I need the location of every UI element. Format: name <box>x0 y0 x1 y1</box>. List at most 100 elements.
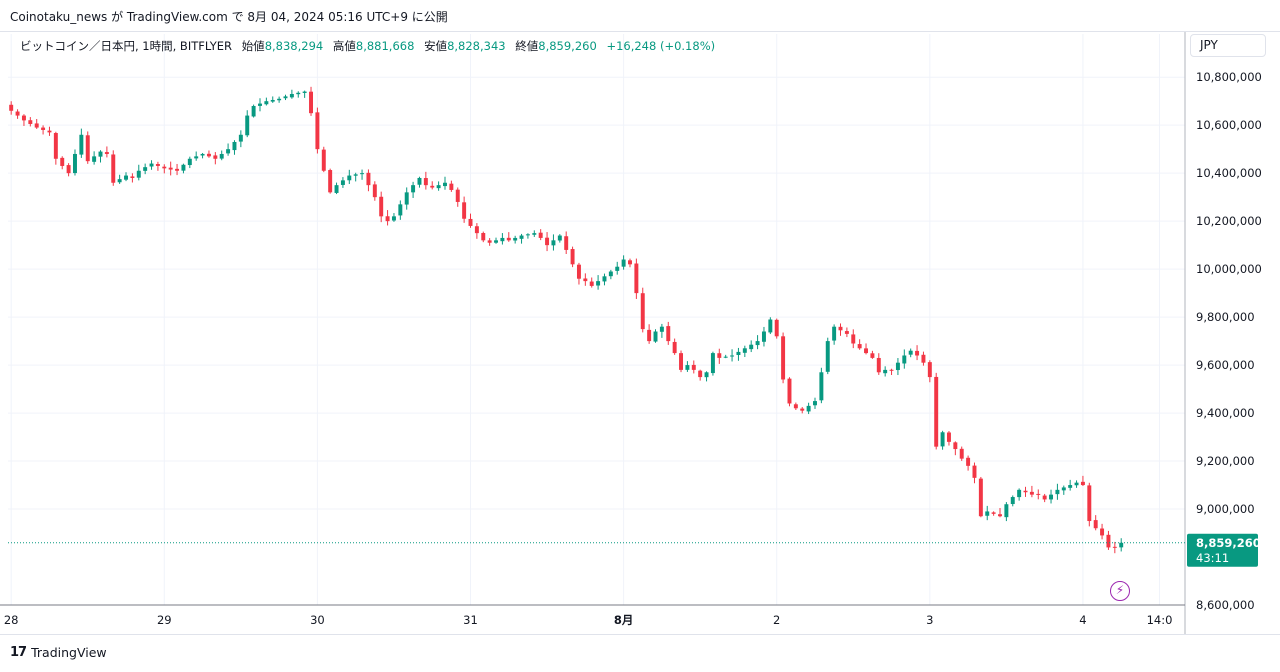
candle-body <box>340 180 345 185</box>
candle-body <box>902 355 907 364</box>
candle-body <box>474 226 479 234</box>
published-info: Coinotaku_news が TradingView.com で 8月 04… <box>10 10 448 24</box>
candle-body <box>328 170 333 193</box>
currency-button[interactable]: JPY <box>1190 34 1266 57</box>
price-tick-label: 10,400,000 <box>1196 166 1262 180</box>
tradingview-logo-icon: 17 <box>10 645 27 660</box>
candle-body <box>379 196 384 217</box>
lightning-icon[interactable]: ⚡ <box>1110 581 1130 601</box>
price-tick-label: 9,600,000 <box>1196 358 1255 372</box>
time-axis: 28 29 30 31 8月 2 3 4 14:0 <box>4 613 1173 627</box>
candle-body <box>749 344 754 350</box>
brand[interactable]: 17 TradingView <box>10 645 107 660</box>
candle-body <box>940 432 945 447</box>
time-tick-label: 28 <box>4 613 19 627</box>
candle-body <box>730 355 735 357</box>
candle-body <box>672 341 677 354</box>
candle-body <box>525 234 530 236</box>
candle-body <box>34 123 39 128</box>
candle-body <box>143 167 148 171</box>
symbol-legend: ビットコイン／日本円, 1時間, BITFLYER 始値8,838,294 高値… <box>20 38 715 54</box>
candle-body <box>155 164 160 166</box>
candle-body <box>1023 490 1028 493</box>
candle-body <box>449 183 454 190</box>
candle-body <box>232 141 237 151</box>
candle-body <box>500 237 505 242</box>
candle-body <box>15 111 20 116</box>
candle-body <box>857 344 862 349</box>
price-tick-label: 10,800,000 <box>1196 70 1262 84</box>
candle-body <box>927 362 932 378</box>
high-value: 8,881,668 <box>355 39 415 53</box>
candle-body <box>289 93 294 98</box>
price-tick-label: 9,000,000 <box>1196 502 1255 516</box>
price-tick-label: 9,200,000 <box>1196 454 1255 468</box>
candle-body <box>264 101 269 105</box>
candle-body <box>634 263 639 294</box>
candle-body <box>366 172 371 186</box>
candle-body <box>698 370 703 378</box>
candle-body <box>430 185 435 188</box>
candle-body <box>98 151 103 157</box>
candle-body <box>1112 546 1117 548</box>
last-price-tag <box>1187 533 1258 567</box>
candle-body <box>130 176 135 178</box>
candle-body <box>717 353 722 358</box>
candle-body <box>41 127 46 130</box>
price-tick-label: 10,200,000 <box>1196 214 1262 228</box>
time-tick-label: 30 <box>310 613 325 627</box>
candle-body <box>742 348 747 353</box>
candle-body <box>506 237 511 241</box>
price-tick-label: 9,400,000 <box>1196 406 1255 420</box>
candle-body <box>436 185 441 189</box>
candle-body <box>966 457 971 466</box>
candle-body <box>685 365 690 370</box>
candle-body <box>1042 495 1047 500</box>
time-tick-label: 3 <box>926 613 933 627</box>
candle-body <box>315 112 320 150</box>
candle-body <box>851 334 856 344</box>
candle-body <box>277 98 282 101</box>
close-label: 終値 <box>515 39 539 53</box>
candle-body <box>200 153 205 156</box>
candle-body <box>832 326 837 341</box>
candle-body <box>519 235 524 239</box>
candle-body <box>596 281 601 286</box>
candle-body <box>838 326 843 331</box>
candle-body <box>213 155 218 159</box>
candle-body <box>806 405 811 412</box>
symbol-name[interactable]: ビットコイン／日本円, 1時間, BITFLYER <box>20 39 233 53</box>
candle-body <box>985 511 990 516</box>
candle-body <box>487 240 492 243</box>
low-value: 8,828,343 <box>447 39 506 53</box>
candle-body <box>825 341 830 372</box>
candle-body <box>251 105 256 117</box>
candle-body <box>589 281 594 286</box>
high-label: 高値 <box>332 39 356 53</box>
candle-body <box>398 204 403 216</box>
candle-body <box>653 331 658 342</box>
candle-body <box>481 233 486 241</box>
candle-body <box>615 266 620 271</box>
low-label: 安値 <box>424 39 448 53</box>
candle-body <box>819 372 824 401</box>
candle-body <box>576 264 581 279</box>
footer <box>0 634 1280 672</box>
candle-body <box>545 237 550 246</box>
candle-body <box>513 237 518 241</box>
bar-countdown-label: 43:11 <box>1196 551 1229 565</box>
candle-body <box>666 326 671 342</box>
candle-body <box>28 120 33 124</box>
candle-body <box>1106 534 1111 548</box>
candle-body <box>1029 491 1034 495</box>
time-tick-label: 31 <box>463 613 478 627</box>
candle-body <box>360 173 365 175</box>
candle-body <box>462 202 467 219</box>
candle-body <box>117 179 122 183</box>
change-value: +16,248 (+0.18%) <box>606 39 716 53</box>
last-price-label: 8,859,260 <box>1196 536 1261 550</box>
candle-body <box>608 271 613 277</box>
candle-body <box>1017 489 1022 498</box>
candle-body <box>258 103 262 106</box>
